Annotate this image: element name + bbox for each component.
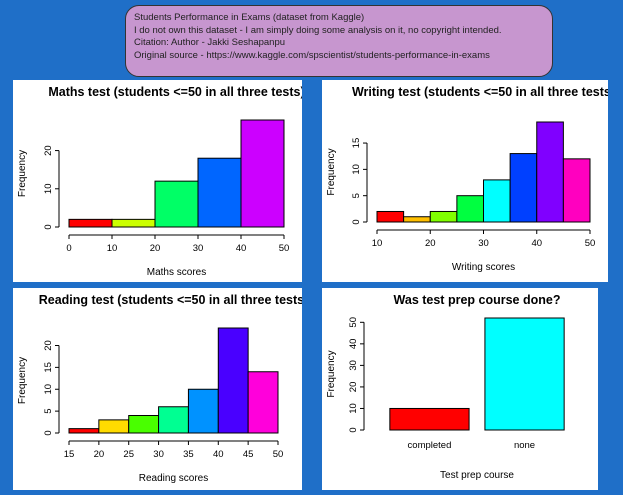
bar — [154, 180, 199, 228]
y-tick-label: 50 — [348, 317, 359, 328]
x-axis-label: Test prep course — [440, 470, 514, 481]
x-tick-label: 0 — [66, 243, 71, 254]
y-axis-label: Frequency — [326, 148, 337, 195]
header-note: Students Performance in Exams (dataset f… — [125, 5, 553, 77]
x-tick-label: none — [514, 440, 535, 451]
y-tick-label: 15 — [43, 362, 54, 373]
x-tick-label: 35 — [183, 449, 194, 460]
y-tick-label: 0 — [43, 430, 54, 435]
y-tick-label: 0 — [348, 427, 359, 432]
x-tick-label: 50 — [585, 238, 596, 249]
y-tick-label: 0 — [43, 224, 54, 229]
y-tick-label: 10 — [351, 164, 362, 175]
x-tick-label: 10 — [107, 243, 118, 254]
bar — [68, 428, 100, 434]
bar — [68, 218, 113, 228]
bar — [483, 179, 511, 223]
y-tick-label: 0 — [351, 219, 362, 224]
x-tick-label: 20 — [150, 243, 161, 254]
x-axis-label: Maths scores — [147, 267, 206, 278]
bar — [158, 406, 189, 434]
note-line: Original source - https://www.kaggle.com… — [134, 49, 490, 61]
x-tick-label: 50 — [273, 449, 284, 460]
note-line: Citation: Author - Jakki Seshapanpu — [134, 37, 286, 48]
bar — [187, 388, 219, 434]
x-tick-label: completed — [408, 440, 452, 451]
writing-chart: Writing test (students <=50 in all three… — [322, 80, 608, 282]
bar — [240, 119, 285, 228]
bar — [217, 327, 249, 434]
bar — [484, 317, 565, 431]
bar — [456, 195, 484, 223]
x-tick-label: 30 — [193, 243, 204, 254]
x-tick-label: 25 — [123, 449, 134, 460]
bar — [429, 210, 458, 223]
bar — [98, 419, 130, 434]
bar — [247, 371, 279, 434]
y-tick-label: 20 — [348, 382, 359, 393]
reading-chart: Reading test (students <=50 in all three… — [13, 288, 302, 490]
bar — [197, 157, 242, 228]
bar — [562, 158, 591, 223]
x-tick-label: 40 — [531, 238, 542, 249]
y-tick-label: 20 — [43, 340, 54, 351]
x-tick-label: 40 — [236, 243, 247, 254]
y-tick-label: 15 — [351, 138, 362, 149]
y-tick-label: 10 — [43, 183, 54, 194]
y-tick-label: 40 — [348, 339, 359, 350]
y-axis-label: Frequency — [17, 150, 28, 197]
x-tick-label: 30 — [153, 449, 164, 460]
bar — [111, 218, 156, 228]
y-tick-label: 5 — [43, 408, 54, 413]
y-tick-label: 20 — [43, 145, 54, 156]
prep-chart: Was test prep course done? Test prep cour… — [322, 288, 598, 490]
x-tick-label: 50 — [279, 243, 290, 254]
bar — [509, 153, 538, 223]
y-axis-label: Frequency — [17, 357, 28, 404]
x-axis-label: Reading scores — [139, 473, 208, 484]
bar — [128, 415, 160, 434]
bar — [536, 121, 564, 223]
x-tick-label: 20 — [94, 449, 105, 460]
x-tick-label: 20 — [425, 238, 436, 249]
x-tick-label: 45 — [243, 449, 254, 460]
y-tick-label: 10 — [348, 403, 359, 414]
x-tick-label: 15 — [64, 449, 75, 460]
y-axis-label: Frequency — [326, 350, 337, 397]
x-tick-label: 40 — [213, 449, 224, 460]
x-tick-label: 10 — [372, 238, 383, 249]
y-tick-label: 30 — [348, 360, 359, 371]
bar — [389, 407, 470, 431]
chart-title: Reading test (students <=50 in all three… — [39, 293, 302, 307]
bar — [403, 216, 431, 223]
maths-chart: Maths test (students <=50 in all three t… — [13, 80, 302, 282]
chart-title: Was test prep course done? — [394, 293, 561, 307]
bar — [376, 210, 405, 223]
y-tick-label: 10 — [43, 384, 54, 395]
note-line: I do not own this dataset - I am simply … — [134, 24, 502, 36]
note-line: Students Performance in Exams (dataset f… — [134, 12, 365, 23]
x-tick-label: 30 — [478, 238, 489, 249]
y-tick-label: 5 — [351, 193, 362, 198]
chart-title: Maths test (students <=50 in all three t… — [48, 85, 302, 99]
chart-title: Writing test (students <=50 in all three… — [352, 85, 608, 99]
x-axis-label: Writing scores — [452, 262, 515, 273]
